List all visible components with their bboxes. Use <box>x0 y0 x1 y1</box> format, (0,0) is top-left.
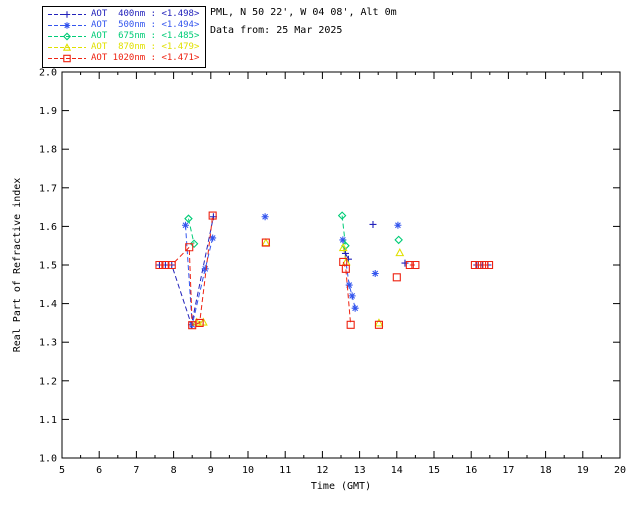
svg-text:14: 14 <box>391 465 403 476</box>
svg-text:19: 19 <box>577 465 589 476</box>
plot-header: PML, N 50 22', W 04 08', Alt 0m Data fro… <box>210 4 397 40</box>
svg-text:18: 18 <box>540 465 552 476</box>
svg-text:Time (GMT): Time (GMT) <box>311 481 371 492</box>
svg-text:6: 6 <box>96 465 102 476</box>
svg-text:11: 11 <box>279 465 291 476</box>
legend-item-aot-675nm: AOT 675nm : <1.485> <box>47 31 199 42</box>
svg-text:1.1: 1.1 <box>39 415 57 426</box>
svg-text:9: 9 <box>208 465 214 476</box>
legend-label-870nm: AOT 870nm : <1.479> <box>91 42 200 52</box>
legend-label-400nm: AOT 400nm : <1.498> <box>91 9 200 19</box>
svg-text:1.9: 1.9 <box>39 106 57 117</box>
svg-text:1.7: 1.7 <box>39 183 57 194</box>
svg-text:1.3: 1.3 <box>39 338 57 349</box>
legend-item-aot-1020nm: AOT 1020nm : <1.471> <box>47 53 199 64</box>
legend-sample-675nm <box>48 32 86 41</box>
svg-text:20: 20 <box>614 465 626 476</box>
station-location-text: PML, N 50 22', W 04 08', Alt 0m <box>210 7 397 18</box>
svg-text:1.8: 1.8 <box>39 145 57 156</box>
svg-text:Real Part of Refractive index: Real Part of Refractive index <box>12 178 23 353</box>
svg-text:7: 7 <box>133 465 139 476</box>
legend-sample-870nm <box>48 43 86 51</box>
svg-text:10: 10 <box>242 465 254 476</box>
svg-text:8: 8 <box>171 465 177 476</box>
legend-label-1020nm: AOT 1020nm : <1.471> <box>91 53 200 63</box>
svg-text:16: 16 <box>465 465 477 476</box>
svg-text:15: 15 <box>428 465 440 476</box>
svg-text:17: 17 <box>502 465 514 476</box>
svg-text:1.4: 1.4 <box>39 299 57 310</box>
svg-text:1.6: 1.6 <box>39 222 57 233</box>
svg-text:1.5: 1.5 <box>39 261 57 272</box>
legend-item-aot-870nm: AOT 870nm : <1.479> <box>47 42 199 53</box>
svg-text:13: 13 <box>354 465 366 476</box>
svg-text:1.2: 1.2 <box>39 376 57 387</box>
legend-item-aot-500nm: AOT 500nm : <1.494> <box>47 20 199 31</box>
legend-item-aot-400nm: AOT 400nm : <1.498> <box>47 9 199 20</box>
svg-text:12: 12 <box>316 465 328 476</box>
legend-sample-500nm <box>48 22 86 29</box>
svg-text:5: 5 <box>59 465 65 476</box>
svg-text:2.0: 2.0 <box>39 68 57 79</box>
legend-sample-1020nm <box>48 54 86 63</box>
data-date-text: Data from: 25 Mar 2025 <box>210 25 343 36</box>
legend-sample-400nm <box>48 11 86 18</box>
legend-label-675nm: AOT 675nm : <1.485> <box>91 31 200 41</box>
svg-text:1.0: 1.0 <box>39 454 57 465</box>
legend-label-500nm: AOT 500nm : <1.494> <box>91 20 200 30</box>
legend: AOT 400nm : <1.498> AOT 500nm : <1.494> … <box>42 6 207 68</box>
